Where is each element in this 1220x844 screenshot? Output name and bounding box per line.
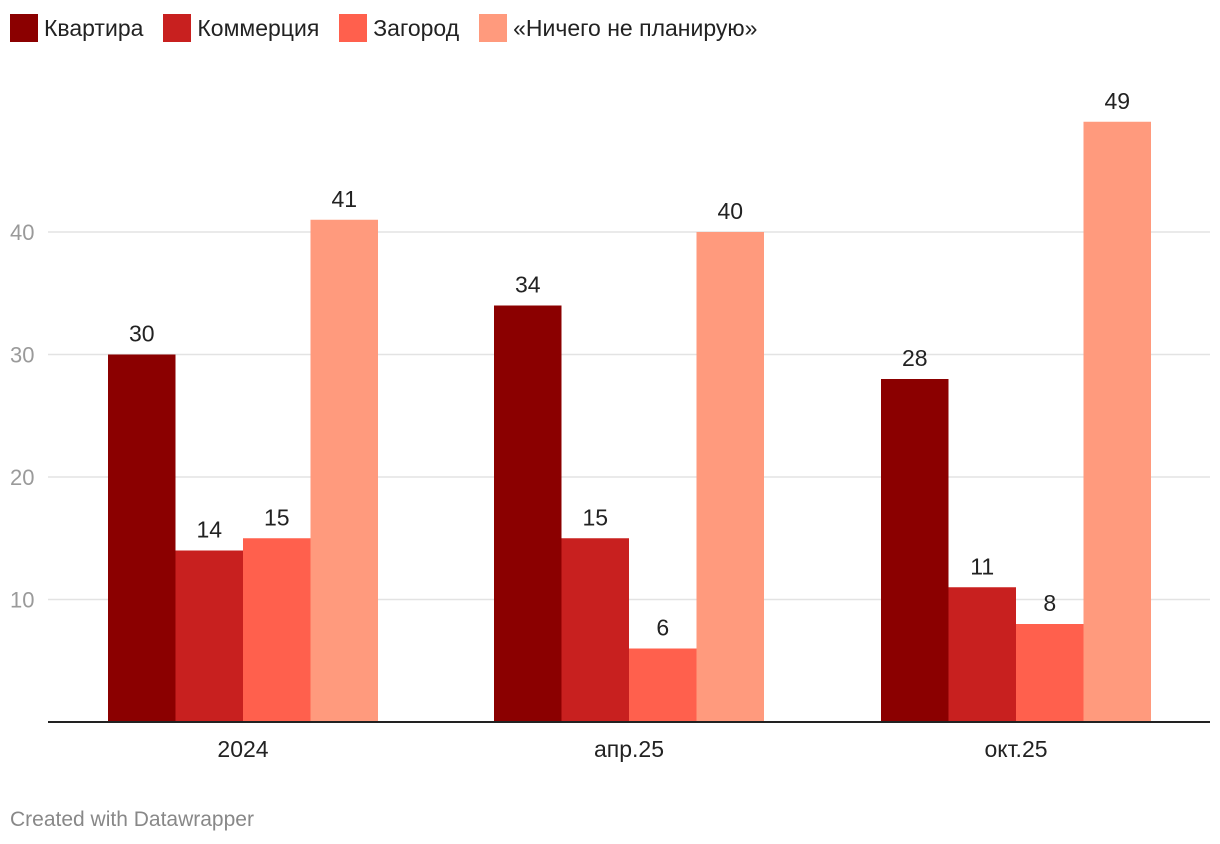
data-label: 14 xyxy=(196,517,222,543)
bar xyxy=(696,232,764,722)
bar xyxy=(108,354,176,722)
y-tick-label: 40 xyxy=(10,220,34,245)
legend: Квартира Коммерция Загород «Ничего не пл… xyxy=(10,14,777,42)
legend-swatch xyxy=(163,14,192,42)
bar xyxy=(494,305,562,722)
data-label: 11 xyxy=(970,553,994,579)
legend-item-kommertsiya: Коммерция xyxy=(163,14,319,42)
data-label: 40 xyxy=(717,198,743,224)
credit-text: Created with Datawrapper xyxy=(10,808,254,831)
bar xyxy=(1083,121,1151,722)
legend-item-zagorod: Загород xyxy=(339,14,459,42)
data-label: 6 xyxy=(656,615,669,641)
bar xyxy=(881,379,949,722)
data-label: 15 xyxy=(582,504,608,530)
legend-label: «Ничего не планирую» xyxy=(513,14,758,41)
legend-label: Коммерция xyxy=(197,14,320,41)
legend-swatch xyxy=(479,14,508,42)
data-label: 34 xyxy=(515,272,541,298)
bar xyxy=(948,587,1016,722)
bar xyxy=(310,219,378,722)
bar xyxy=(1016,624,1084,722)
bar xyxy=(629,648,697,722)
data-label: 15 xyxy=(264,504,290,530)
bar xyxy=(175,550,243,722)
data-label: 49 xyxy=(1104,88,1130,114)
legend-label: Загород xyxy=(373,14,460,41)
bar-chart: 10 20 30 40 30 34 28 14 15 11 15 6 8 41 40 49 2024 апр.25… xyxy=(10,88,1210,762)
data-label: 41 xyxy=(331,186,357,212)
y-tick-label: 20 xyxy=(10,465,34,490)
legend-swatch xyxy=(10,14,38,42)
y-tick-label: 10 xyxy=(10,588,34,613)
legend-swatch xyxy=(339,14,368,42)
data-label: 28 xyxy=(902,345,928,371)
bar xyxy=(561,538,629,722)
legend-label: Квартира xyxy=(44,14,144,41)
bar xyxy=(243,538,311,722)
data-label: 8 xyxy=(1043,590,1056,616)
data-label: 30 xyxy=(129,321,155,347)
x-tick-label: 2024 xyxy=(217,736,268,762)
legend-item-nichego: «Ничего не планирую» xyxy=(479,14,757,42)
x-tick-label: апр.25 xyxy=(594,736,664,762)
legend-item-kvartira: Квартира xyxy=(10,14,143,42)
y-tick-label: 30 xyxy=(10,343,34,368)
x-tick-label: окт.25 xyxy=(984,736,1047,762)
